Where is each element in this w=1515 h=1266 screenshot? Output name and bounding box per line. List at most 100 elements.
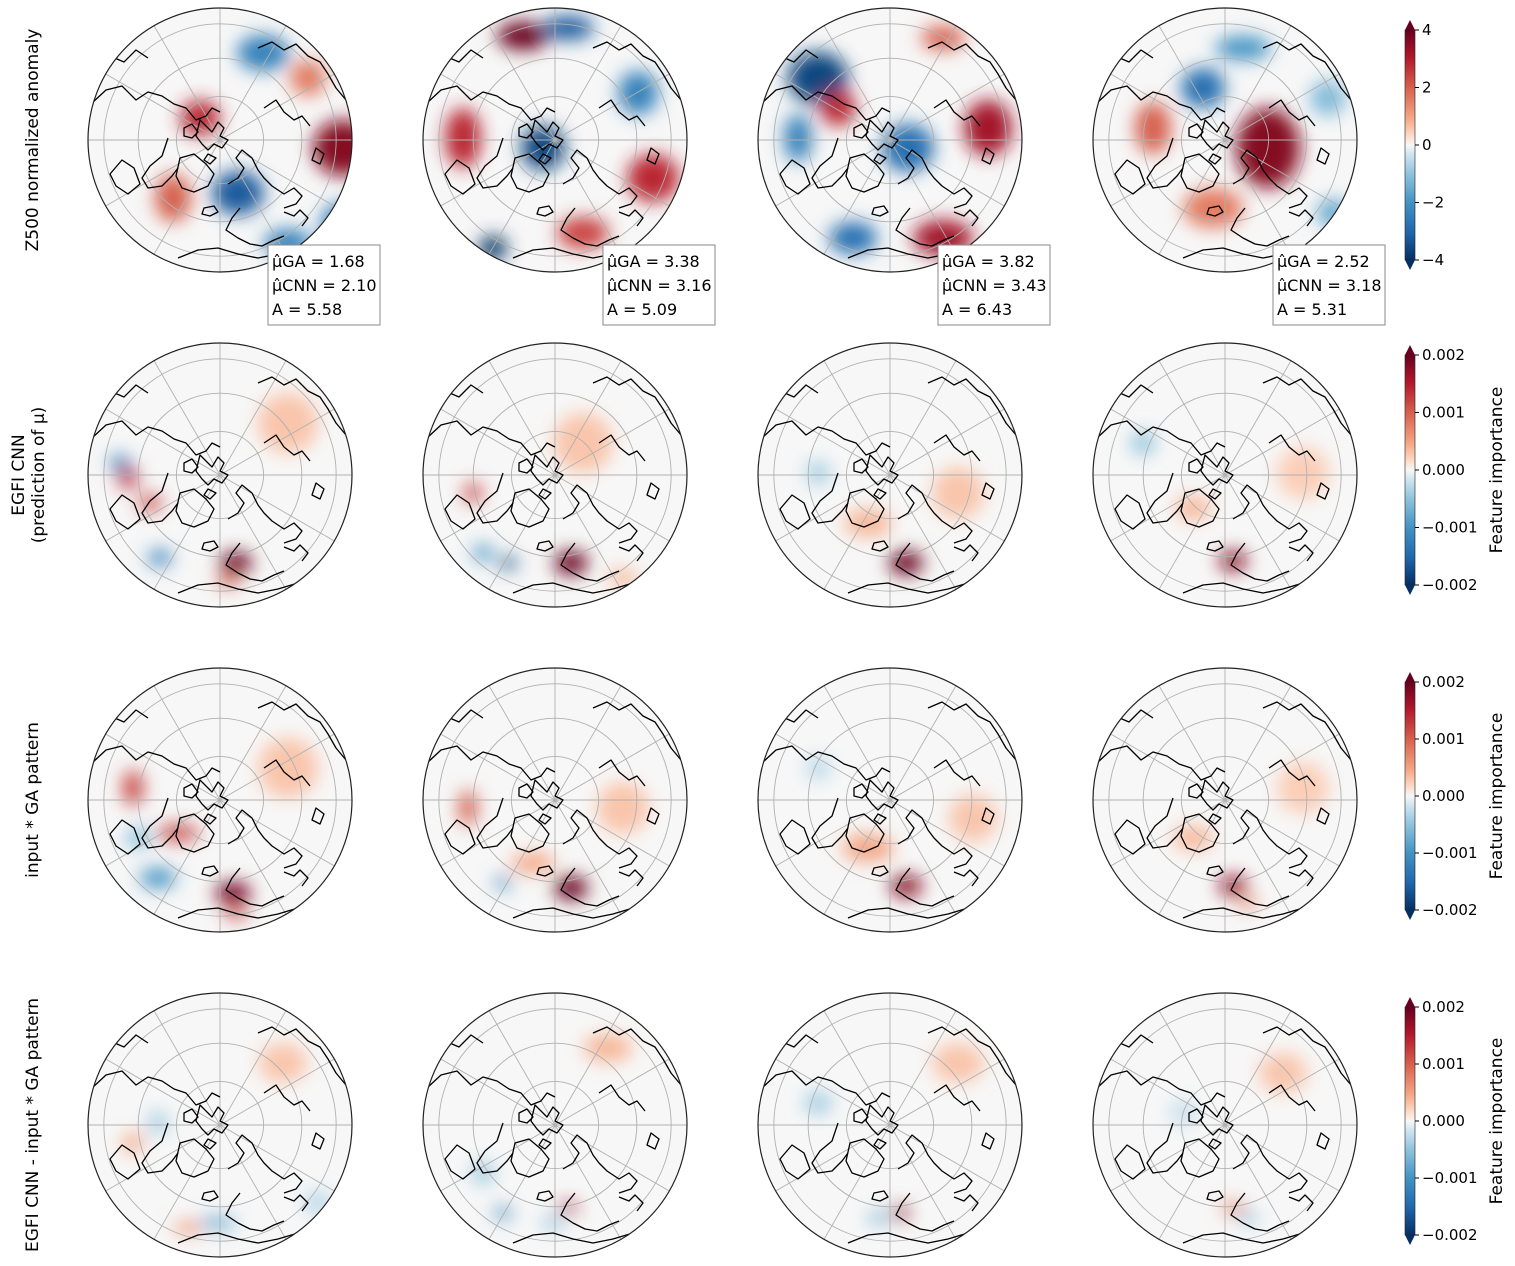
graticule <box>758 993 1022 1257</box>
graticule <box>88 8 352 272</box>
graticule <box>758 668 1022 932</box>
anomaly-blob-1 <box>313 120 352 176</box>
map-panel-r1-c4: μ̂GA = 2.52 μ̂CNN = 3.18 A = 5.31 <box>1092 7 1386 326</box>
graticule <box>1093 993 1357 1257</box>
anomaly-blob-7 <box>258 393 318 453</box>
anomaly-blob-6 <box>607 570 639 586</box>
stats-line-2: μ̂CNN = 3.43 <box>942 276 1047 295</box>
anomaly-blob-4 <box>1277 447 1329 499</box>
colorbar-tick-4: −0.001 <box>1422 844 1478 862</box>
anomaly-blob-1 <box>554 876 588 900</box>
anomaly-blob-3 <box>123 1133 143 1153</box>
colorbar-tick-1: 0.002 <box>1422 346 1465 364</box>
anomaly-blob-6 <box>627 154 679 202</box>
graticule <box>423 343 687 607</box>
colorbar-tick-3: 0.000 <box>1422 461 1465 479</box>
stats-box-c4: μ̂GA = 2.52 μ̂CNN = 3.18 A = 5.31 <box>1272 244 1386 326</box>
colorbar-tick-2: 0.001 <box>1422 404 1465 422</box>
anomaly-blob-1 <box>200 1217 236 1229</box>
anomaly-blob-1 <box>1221 1202 1245 1214</box>
anomaly-blob-4 <box>148 1111 168 1135</box>
map-border <box>757 7 1023 273</box>
stats-line-1: μ̂GA = 2.52 <box>1277 252 1370 271</box>
row-2-label: EGFI CNN <box>9 434 29 515</box>
map-border <box>422 7 688 273</box>
graticule <box>88 343 352 607</box>
anomaly-blob-3 <box>495 877 511 889</box>
anomaly-blob-3 <box>806 756 830 780</box>
colorbar-tick-1: 4 <box>1422 21 1432 39</box>
stats-line-1: μ̂GA = 3.82 <box>942 252 1035 271</box>
map-panel-r3-c4 <box>1092 667 1358 933</box>
map-panel-r2-c4 <box>1092 342 1358 608</box>
panel-grid: μ̂GA = 1.68 μ̂CNN = 2.10 A = 5.58 μ̂GA = 3.… <box>87 7 1386 1258</box>
stats-box-c2: μ̂GA = 3.38 μ̂CNN = 3.16 A = 5.09 <box>602 244 716 326</box>
anomaly-blob-3 <box>138 495 162 511</box>
colorbar-tick-3: 0 <box>1422 136 1432 154</box>
anomaly-blob-5 <box>140 868 176 888</box>
anomaly-blob-1 <box>890 875 922 897</box>
anomaly-blob-4 <box>584 1034 632 1062</box>
anomaly-blob-2 <box>1238 897 1258 909</box>
colorbar-tick-1: 0.002 <box>1422 673 1465 691</box>
anomaly-blob-4 <box>597 782 649 834</box>
colorbar-extend-max <box>1405 20 1415 30</box>
stats-box-c1: μ̂GA = 1.68 μ̂CNN = 2.10 A = 5.58 <box>267 244 381 326</box>
anomaly-blob-5 <box>212 171 264 215</box>
anomaly-blob-6 <box>820 90 856 126</box>
map-border <box>757 342 1023 608</box>
stats-line-3: A = 5.58 <box>272 300 342 319</box>
colorbar-gradient <box>1404 1006 1416 1236</box>
stats-line-3: A = 6.43 <box>942 300 1012 319</box>
anomaly-blob-3 <box>1135 102 1171 154</box>
graticule <box>88 668 352 932</box>
anomaly-blob-4 <box>321 203 352 243</box>
graticule <box>1093 668 1357 932</box>
map-border <box>87 992 353 1258</box>
map-border <box>1092 667 1358 933</box>
graticule <box>1093 343 1357 607</box>
colorbar-extend-max <box>1405 672 1415 682</box>
anomaly-blob-1 <box>891 1207 909 1219</box>
row-3-label: input * GA pattern <box>23 722 43 878</box>
colorbar-label: Feature importance <box>1487 713 1507 880</box>
map-border <box>87 667 353 933</box>
anomaly-blob-4 <box>1215 36 1271 60</box>
colorbar-row-2: 0.002 0.001 0.000 −0.001 −0.002 Feature impor… <box>1404 345 1507 595</box>
map-panel-r3-c2 <box>422 667 688 933</box>
map-border <box>757 992 1023 1258</box>
anomaly-blob-5 <box>445 108 481 168</box>
colorbar-tick-3: 0.000 <box>1422 787 1465 805</box>
anomaly-blob-4 <box>1277 762 1329 814</box>
colorbar-extend-max <box>1405 345 1415 355</box>
row-2-sublabel: (prediction of μ) <box>29 407 49 544</box>
colorbar-gradient <box>1404 354 1416 586</box>
map-border <box>422 667 688 933</box>
graticule <box>423 8 687 272</box>
anomaly-blob-2 <box>464 483 482 503</box>
colorbar-tick-5: −0.002 <box>1422 901 1478 919</box>
anomaly-blob-3 <box>499 557 517 569</box>
map-panel-r4-c1 <box>87 992 353 1258</box>
colorbar-tick-4: −2 <box>1422 194 1444 212</box>
anomaly-blob-2 <box>459 790 477 826</box>
anomaly-blob-8 <box>290 60 326 96</box>
colorbar-label: Feature importance <box>1487 387 1507 554</box>
colorbars: 4 2 0 −2 −4 0.002 0.001 0.000 −0.001 −0.002 Featur… <box>1404 20 1507 1245</box>
graticule <box>423 668 687 932</box>
colorbar-gradient <box>1404 29 1416 261</box>
stats-line-3: A = 5.31 <box>1277 300 1347 319</box>
graticule <box>758 8 1022 272</box>
anomaly-blob-3 <box>123 770 143 806</box>
map-panel-r4-c4 <box>1092 992 1358 1258</box>
anomaly-blob-2 <box>118 468 138 488</box>
map-border <box>1092 7 1358 273</box>
anomaly-blob-8 <box>784 114 812 162</box>
row-1-label: Z500 normalized anomaly <box>23 29 43 252</box>
anomaly-blob-3 <box>964 100 1012 156</box>
map-panel-r1-c2: μ̂GA = 3.38 μ̂CNN = 3.16 A = 5.09 <box>422 7 716 326</box>
colorbar-tick-3: 0.000 <box>1422 1112 1465 1130</box>
map-panel-r4-c3 <box>757 992 1023 1258</box>
anomaly-blob-3 <box>932 1043 984 1083</box>
stats-line-3: A = 5.09 <box>607 300 677 319</box>
